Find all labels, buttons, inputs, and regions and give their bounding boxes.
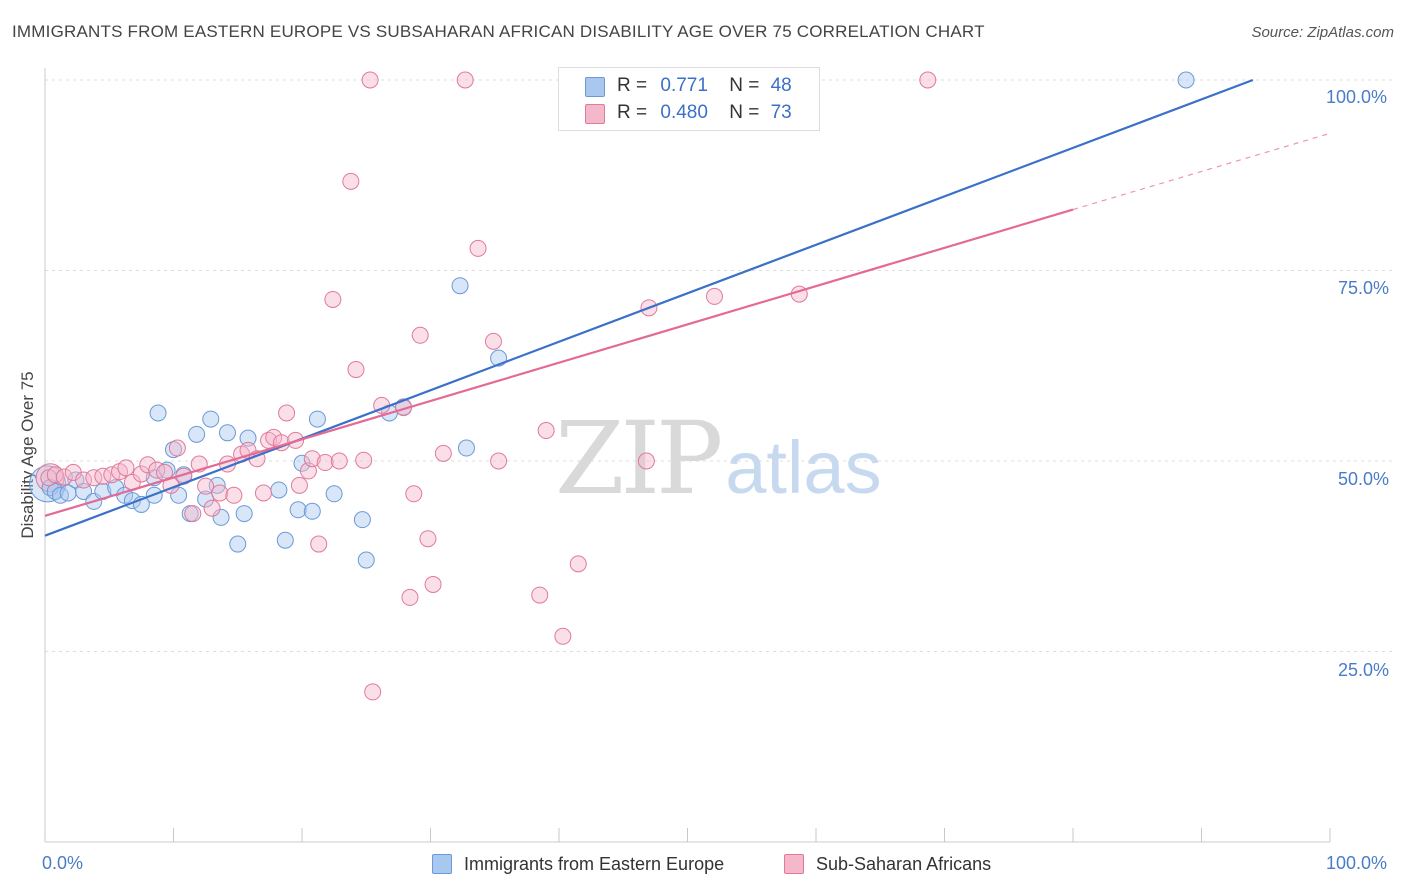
point-eastern-europe-44: [1177, 71, 1195, 89]
point-subsaharan-20: [197, 477, 215, 495]
point-subsaharan-41: [342, 172, 360, 190]
point-eastern-europe-37: [357, 551, 375, 569]
point-subsaharan-61: [569, 555, 587, 573]
legend: R = 0.771 N = 48 R = 0.480 N = 73: [558, 67, 820, 131]
bottom-legend-swatch-pink: [784, 854, 804, 874]
point-subsaharan-62: [637, 452, 655, 470]
point-subsaharan-43: [355, 451, 373, 469]
bottom-legend-label-pink: Sub-Saharan Africans: [816, 853, 992, 874]
point-eastern-europe-33: [303, 502, 321, 520]
source-label: Source: ZipAtlas.com: [1251, 24, 1394, 41]
point-subsaharan-38: [316, 454, 334, 472]
point-eastern-europe-14: [149, 404, 167, 422]
point-subsaharan-37: [310, 535, 328, 553]
point-subsaharan-9: [117, 459, 135, 477]
bottom-legend-swatch-blue: [432, 854, 452, 874]
point-subsaharan-58: [531, 586, 549, 604]
point-subsaharan-2: [55, 468, 73, 486]
bottom-legend-item-eastern-europe[interactable]: Immigrants from Eastern Europe: [432, 850, 724, 878]
point-subsaharan-60: [554, 627, 572, 645]
legend-n-label: N =: [729, 75, 760, 96]
point-eastern-europe-31: [289, 501, 307, 519]
point-subsaharan-28: [254, 484, 272, 502]
point-eastern-europe-25: [218, 424, 236, 442]
point-subsaharan-36: [303, 450, 321, 468]
point-eastern-europe-21: [197, 490, 215, 508]
x-tick-label-max: 100.0%: [1326, 853, 1388, 873]
bottom-legend-label-blue: Immigrants from Eastern Europe: [464, 853, 725, 874]
point-subsaharan-49: [405, 485, 423, 503]
legend-n-value-blue: 48: [770, 75, 792, 96]
point-subsaharan-55: [469, 239, 487, 257]
legend-r-value-blue: 0.771: [660, 75, 708, 96]
point-subsaharan-56: [484, 332, 502, 350]
point-subsaharan-4: [75, 471, 93, 489]
point-subsaharan-22: [211, 484, 229, 502]
y-tick-label-25: 25.0%: [1338, 660, 1390, 680]
legend-n-label: N =: [729, 102, 760, 123]
y-tick-label-100: 100.0%: [1326, 87, 1388, 107]
point-subsaharan-18: [184, 505, 202, 523]
point-subsaharan-5: [85, 469, 103, 487]
point-eastern-europe-30: [276, 531, 294, 549]
point-subsaharan-50: [411, 326, 429, 344]
trendline-subsaharan-extension: [1072, 132, 1331, 211]
point-eastern-europe-35: [325, 485, 343, 503]
point-subsaharan-32: [278, 404, 296, 422]
bottom-legend-item-subsaharan[interactable]: Sub-Saharan Africans: [784, 850, 991, 878]
trendline-eastern-europe: [44, 78, 1254, 537]
point-subsaharan-42: [347, 361, 365, 379]
point-eastern-europe-41: [457, 439, 475, 457]
legend-r-value-pink: 0.480: [660, 102, 708, 123]
point-eastern-europe-27: [235, 505, 253, 523]
point-subsaharan-53: [434, 444, 452, 462]
point-eastern-europe-26: [229, 535, 247, 553]
point-subsaharan-59: [537, 422, 555, 440]
legend-swatch-pink: [585, 104, 605, 124]
point-subsaharan-48: [401, 588, 419, 606]
point-subsaharan-24: [225, 486, 243, 504]
point-subsaharan-57: [490, 452, 508, 470]
chart-title: IMMIGRANTS FROM EASTERN EUROPE VS SUBSAH…: [12, 22, 985, 41]
point-subsaharan-45: [364, 683, 382, 701]
y-tick-label-50: 50.0%: [1338, 469, 1390, 489]
point-eastern-europe-40: [451, 277, 469, 295]
point-subsaharan-21: [203, 499, 221, 517]
legend-r-label: R =: [617, 102, 648, 123]
point-eastern-europe-28: [239, 429, 257, 447]
point-subsaharan-44: [361, 71, 379, 89]
point-subsaharan-54: [456, 71, 474, 89]
point-subsaharan-16: [168, 439, 186, 457]
x-tick-label-min: 0.0%: [42, 853, 84, 873]
point-eastern-europe-34: [308, 410, 326, 428]
point-subsaharan-39: [324, 290, 342, 308]
legend-n-value-pink: 73: [770, 102, 792, 123]
point-eastern-europe-36: [353, 511, 371, 529]
point-subsaharan-64: [705, 287, 723, 305]
point-eastern-europe-29: [270, 481, 288, 499]
point-subsaharan-34: [290, 476, 308, 494]
trendline-subsaharan: [44, 208, 1074, 517]
point-subsaharan-12: [139, 456, 157, 474]
point-subsaharan-51: [419, 530, 437, 548]
point-subsaharan-6: [94, 467, 112, 485]
point-subsaharan-40: [330, 452, 348, 470]
watermark-atlas: atlas: [725, 426, 882, 509]
point-eastern-europe-24: [212, 508, 230, 526]
point-eastern-europe-20: [188, 425, 206, 443]
y-tick-label-75: 75.0%: [1338, 278, 1390, 298]
watermark: ZIPatlas: [555, 400, 882, 517]
point-subsaharan-52: [424, 575, 442, 593]
point-eastern-europe-22: [202, 410, 220, 428]
legend-swatch-blue: [585, 77, 605, 97]
legend-r-label: R =: [617, 75, 648, 96]
point-subsaharan-67: [919, 71, 937, 89]
